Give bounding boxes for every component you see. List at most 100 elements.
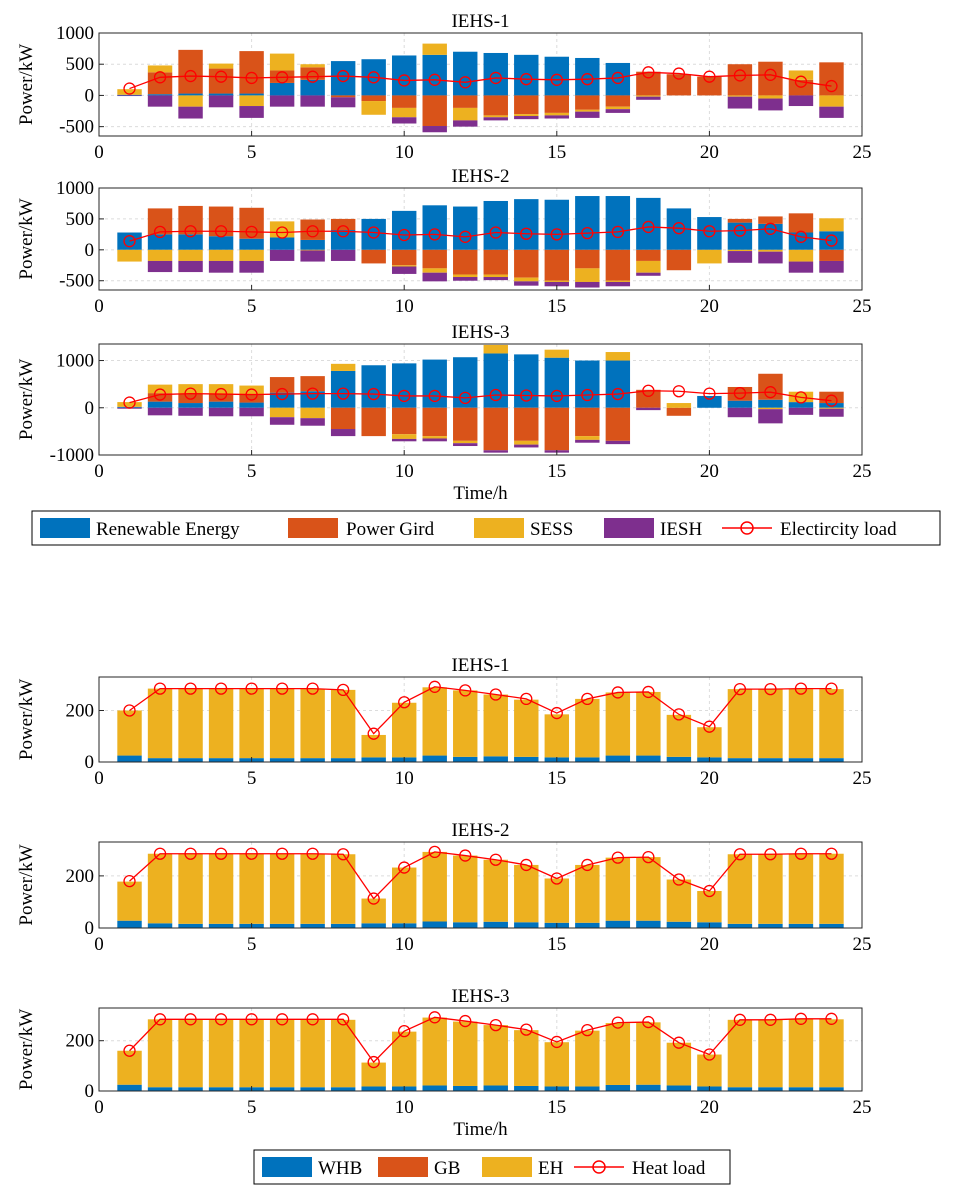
bar-whb <box>758 1087 783 1091</box>
load-point <box>733 848 747 861</box>
bar-iesh <box>269 417 295 425</box>
bar-sess <box>239 249 264 261</box>
load-point <box>184 387 197 400</box>
bar-iesh <box>453 120 478 127</box>
bar-renewable-energy <box>208 93 234 96</box>
bar-eh <box>391 702 417 758</box>
load-point <box>214 225 228 238</box>
bar-iesh <box>605 440 631 445</box>
bar-power-gird <box>666 407 692 416</box>
load-point <box>275 387 289 401</box>
bar-eh <box>697 890 722 923</box>
bar-power-gird <box>391 249 417 266</box>
bar-renewable-energy <box>147 94 173 96</box>
load-point <box>367 226 380 239</box>
load-point <box>245 388 258 401</box>
bar-eh <box>697 1054 722 1087</box>
bar-eh <box>544 1042 570 1087</box>
bar-power-gird <box>178 205 203 235</box>
bar-iesh <box>483 450 508 453</box>
bar-sess <box>361 101 386 115</box>
load-point <box>733 224 747 237</box>
bar-eh <box>361 898 386 924</box>
bar-renewable-energy <box>727 400 753 408</box>
bar-power-gird <box>727 386 753 401</box>
chart-4: 0 5 10 15 20 25 0 200 IEHS-1 Power/kW <box>16 655 872 789</box>
bar-power-gird <box>697 76 722 96</box>
load-point <box>794 230 808 243</box>
bar-iesh <box>758 251 783 264</box>
load-point <box>611 387 624 401</box>
load-point <box>398 861 411 874</box>
bar-eh <box>483 1025 508 1086</box>
bar-iesh <box>636 96 661 100</box>
y-tick-label: 200 <box>66 700 95 721</box>
bar-whb <box>178 758 203 762</box>
bar-renewable-energy <box>758 399 783 408</box>
bar-eh <box>361 1062 386 1087</box>
bar-eh <box>788 1019 814 1088</box>
bar-iesh <box>147 260 173 273</box>
bar-whb <box>514 756 539 762</box>
bar-eh <box>544 878 570 923</box>
x-tick-label: 0 <box>94 142 104 163</box>
load-point <box>306 225 319 238</box>
bar-power-gird <box>208 393 234 402</box>
bar-power-gird <box>819 249 844 261</box>
bar-renewable-energy <box>544 357 570 408</box>
y-tick-label: 1000 <box>56 23 94 44</box>
y-tick-label: 0 <box>85 85 95 106</box>
legend-sess-label: SESS <box>530 519 573 540</box>
bar-sess <box>788 249 814 262</box>
y-tick-label: -500 <box>59 117 94 138</box>
legend-heat: WHB GB EH Heat load <box>253 1149 731 1185</box>
load-point <box>764 386 777 399</box>
load-point <box>367 892 380 905</box>
bar-renewable-energy <box>575 196 600 250</box>
load-point <box>337 683 350 697</box>
bar-power-gird <box>269 377 295 393</box>
bar-power-gird <box>330 95 356 98</box>
load-point <box>642 384 655 397</box>
bar-power-gird <box>483 249 508 275</box>
bar-whb <box>483 921 508 928</box>
bar-whb <box>483 756 508 762</box>
bar-iesh <box>514 444 539 448</box>
bar-power-gird <box>422 407 447 437</box>
bar-sess <box>788 70 814 80</box>
bar-iesh <box>819 408 844 417</box>
chart-5: 0 5 10 15 20 25 0 200 IEHS-2 Power/kW <box>16 820 872 955</box>
y-tick-label: 0 <box>85 752 95 773</box>
bar-iesh <box>514 116 539 120</box>
load-point <box>367 387 380 401</box>
bar-eh <box>300 1019 325 1088</box>
bar-renewable-energy <box>391 210 417 250</box>
x-tick-label: 25 <box>853 1097 872 1118</box>
bar-renewable-energy <box>239 93 264 96</box>
bar-iesh <box>483 277 508 281</box>
bar-renewable-energy <box>605 62 631 96</box>
load-point <box>367 1055 380 1069</box>
bar-iesh <box>239 407 264 417</box>
bar-power-gird <box>605 407 631 441</box>
load-point <box>703 387 716 400</box>
bar-sess <box>117 89 142 95</box>
bar-renewable-energy <box>483 52 508 96</box>
bar-sess <box>391 434 417 439</box>
bar-sess <box>391 265 417 267</box>
bar-sess <box>208 63 234 69</box>
bar-sess <box>453 274 478 278</box>
bar-eh <box>178 853 203 924</box>
bar-eh <box>178 688 203 759</box>
x-tick-label: 20 <box>700 1097 719 1118</box>
bar-eh <box>208 688 234 759</box>
bar-iesh <box>208 260 234 273</box>
bar-whb <box>514 922 539 928</box>
bar-renewable-energy <box>453 51 478 96</box>
load-point <box>275 1013 289 1026</box>
bar-iesh <box>788 407 814 415</box>
load-point <box>367 71 380 84</box>
bar-sess <box>636 95 661 97</box>
